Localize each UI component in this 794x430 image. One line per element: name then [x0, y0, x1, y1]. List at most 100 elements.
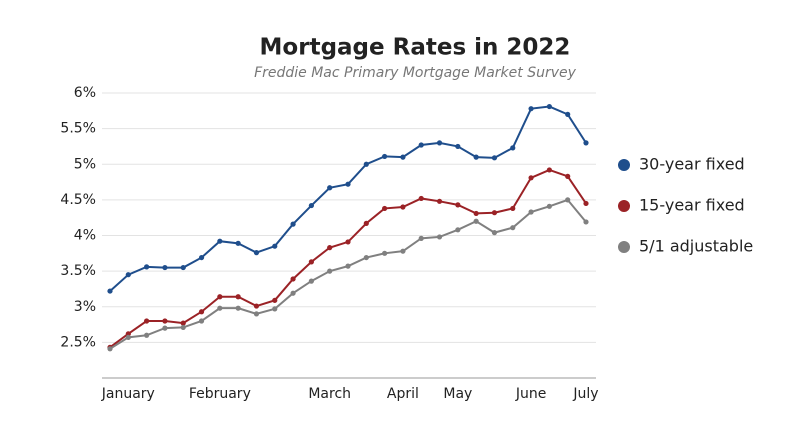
- legend-label: 15-year fixed: [639, 196, 745, 215]
- data-point: [162, 264, 168, 271]
- data-point: [107, 346, 113, 352]
- data-point: [253, 303, 260, 309]
- data-point: [144, 264, 150, 270]
- data-point: [272, 297, 278, 303]
- data-point: [455, 202, 461, 208]
- data-point: [345, 239, 351, 245]
- y-tick-label: 5%: [74, 156, 96, 172]
- data-point: [272, 306, 278, 312]
- data-point: [235, 305, 241, 311]
- data-point: [491, 155, 498, 161]
- y-tick-label: 3.5%: [60, 263, 96, 279]
- data-point: [235, 240, 241, 246]
- data-point: [217, 305, 223, 311]
- chart-title: Mortgage Rates in 2022: [260, 35, 571, 61]
- x-tick-label: July: [572, 386, 598, 402]
- chart-subtitle: Freddie Mac Primary Mortgage Market Surv…: [254, 65, 577, 81]
- data-point: [491, 210, 498, 216]
- data-point: [345, 181, 351, 187]
- data-point: [363, 161, 369, 167]
- x-tick-label: January: [101, 386, 155, 402]
- data-point: [290, 290, 296, 296]
- data-point: [144, 332, 150, 338]
- y-tick-label: 5.5%: [60, 121, 96, 137]
- data-point: [455, 227, 461, 233]
- data-point: [327, 268, 333, 274]
- data-point: [382, 153, 388, 160]
- legend-label: 5/1 adjustable: [639, 237, 753, 256]
- data-point: [308, 278, 314, 284]
- x-tick-label: June: [515, 386, 547, 402]
- y-tick-label: 2.5%: [60, 334, 96, 350]
- data-point: [217, 238, 223, 244]
- data-point: [345, 263, 351, 269]
- x-tick-label: May: [443, 386, 472, 402]
- x-tick-label: April: [387, 386, 419, 402]
- data-point: [400, 154, 406, 160]
- data-point: [491, 230, 498, 236]
- data-point: [565, 197, 571, 203]
- data-point: [162, 318, 168, 324]
- data-point: [235, 294, 241, 300]
- data-point: [583, 200, 589, 207]
- legend-marker: [618, 159, 630, 171]
- data-point: [198, 309, 205, 315]
- y-tick-label: 4%: [74, 228, 96, 244]
- data-point: [290, 276, 296, 282]
- data-point: [436, 234, 443, 240]
- data-point: [510, 145, 516, 151]
- data-point: [180, 324, 186, 331]
- data-point: [198, 318, 205, 324]
- data-point: [308, 202, 314, 209]
- data-point: [290, 221, 296, 227]
- data-point: [546, 103, 552, 110]
- data-point: [125, 272, 131, 278]
- data-point: [473, 218, 479, 224]
- data-point: [327, 245, 333, 251]
- data-point: [363, 254, 369, 261]
- data-point: [473, 210, 479, 217]
- data-point: [528, 209, 534, 215]
- data-point: [327, 185, 333, 191]
- data-point: [546, 203, 552, 209]
- data-point: [180, 264, 186, 271]
- data-point: [198, 254, 205, 261]
- data-point: [510, 205, 516, 212]
- data-point: [382, 250, 388, 256]
- legend-marker: [618, 200, 630, 212]
- x-tick-label: February: [189, 386, 251, 402]
- data-point: [455, 143, 461, 150]
- data-point: [253, 250, 260, 256]
- data-point: [436, 140, 443, 146]
- data-point: [418, 195, 424, 202]
- data-point: [418, 235, 424, 241]
- y-tick-label: 3%: [74, 299, 96, 315]
- data-point: [144, 318, 150, 324]
- data-point: [363, 220, 369, 226]
- data-point: [400, 204, 406, 210]
- data-point: [528, 175, 534, 181]
- data-point: [400, 248, 406, 254]
- data-point: [528, 106, 534, 112]
- data-point: [546, 167, 552, 173]
- data-point: [436, 198, 443, 204]
- data-point: [107, 288, 113, 294]
- data-point: [418, 142, 424, 148]
- y-tick-label: 4.5%: [60, 192, 96, 208]
- data-point: [180, 320, 186, 326]
- data-point: [382, 205, 388, 212]
- data-point: [583, 140, 589, 146]
- data-point: [510, 225, 516, 231]
- data-point: [308, 259, 314, 265]
- data-point: [125, 331, 131, 337]
- data-point: [473, 154, 479, 160]
- data-point: [125, 334, 131, 340]
- x-tick-label: March: [308, 386, 351, 402]
- legend-marker: [618, 241, 630, 253]
- y-tick-label: 6%: [74, 85, 96, 101]
- data-point: [565, 173, 571, 179]
- data-point: [162, 325, 168, 331]
- data-point: [583, 219, 589, 225]
- data-point: [253, 311, 260, 317]
